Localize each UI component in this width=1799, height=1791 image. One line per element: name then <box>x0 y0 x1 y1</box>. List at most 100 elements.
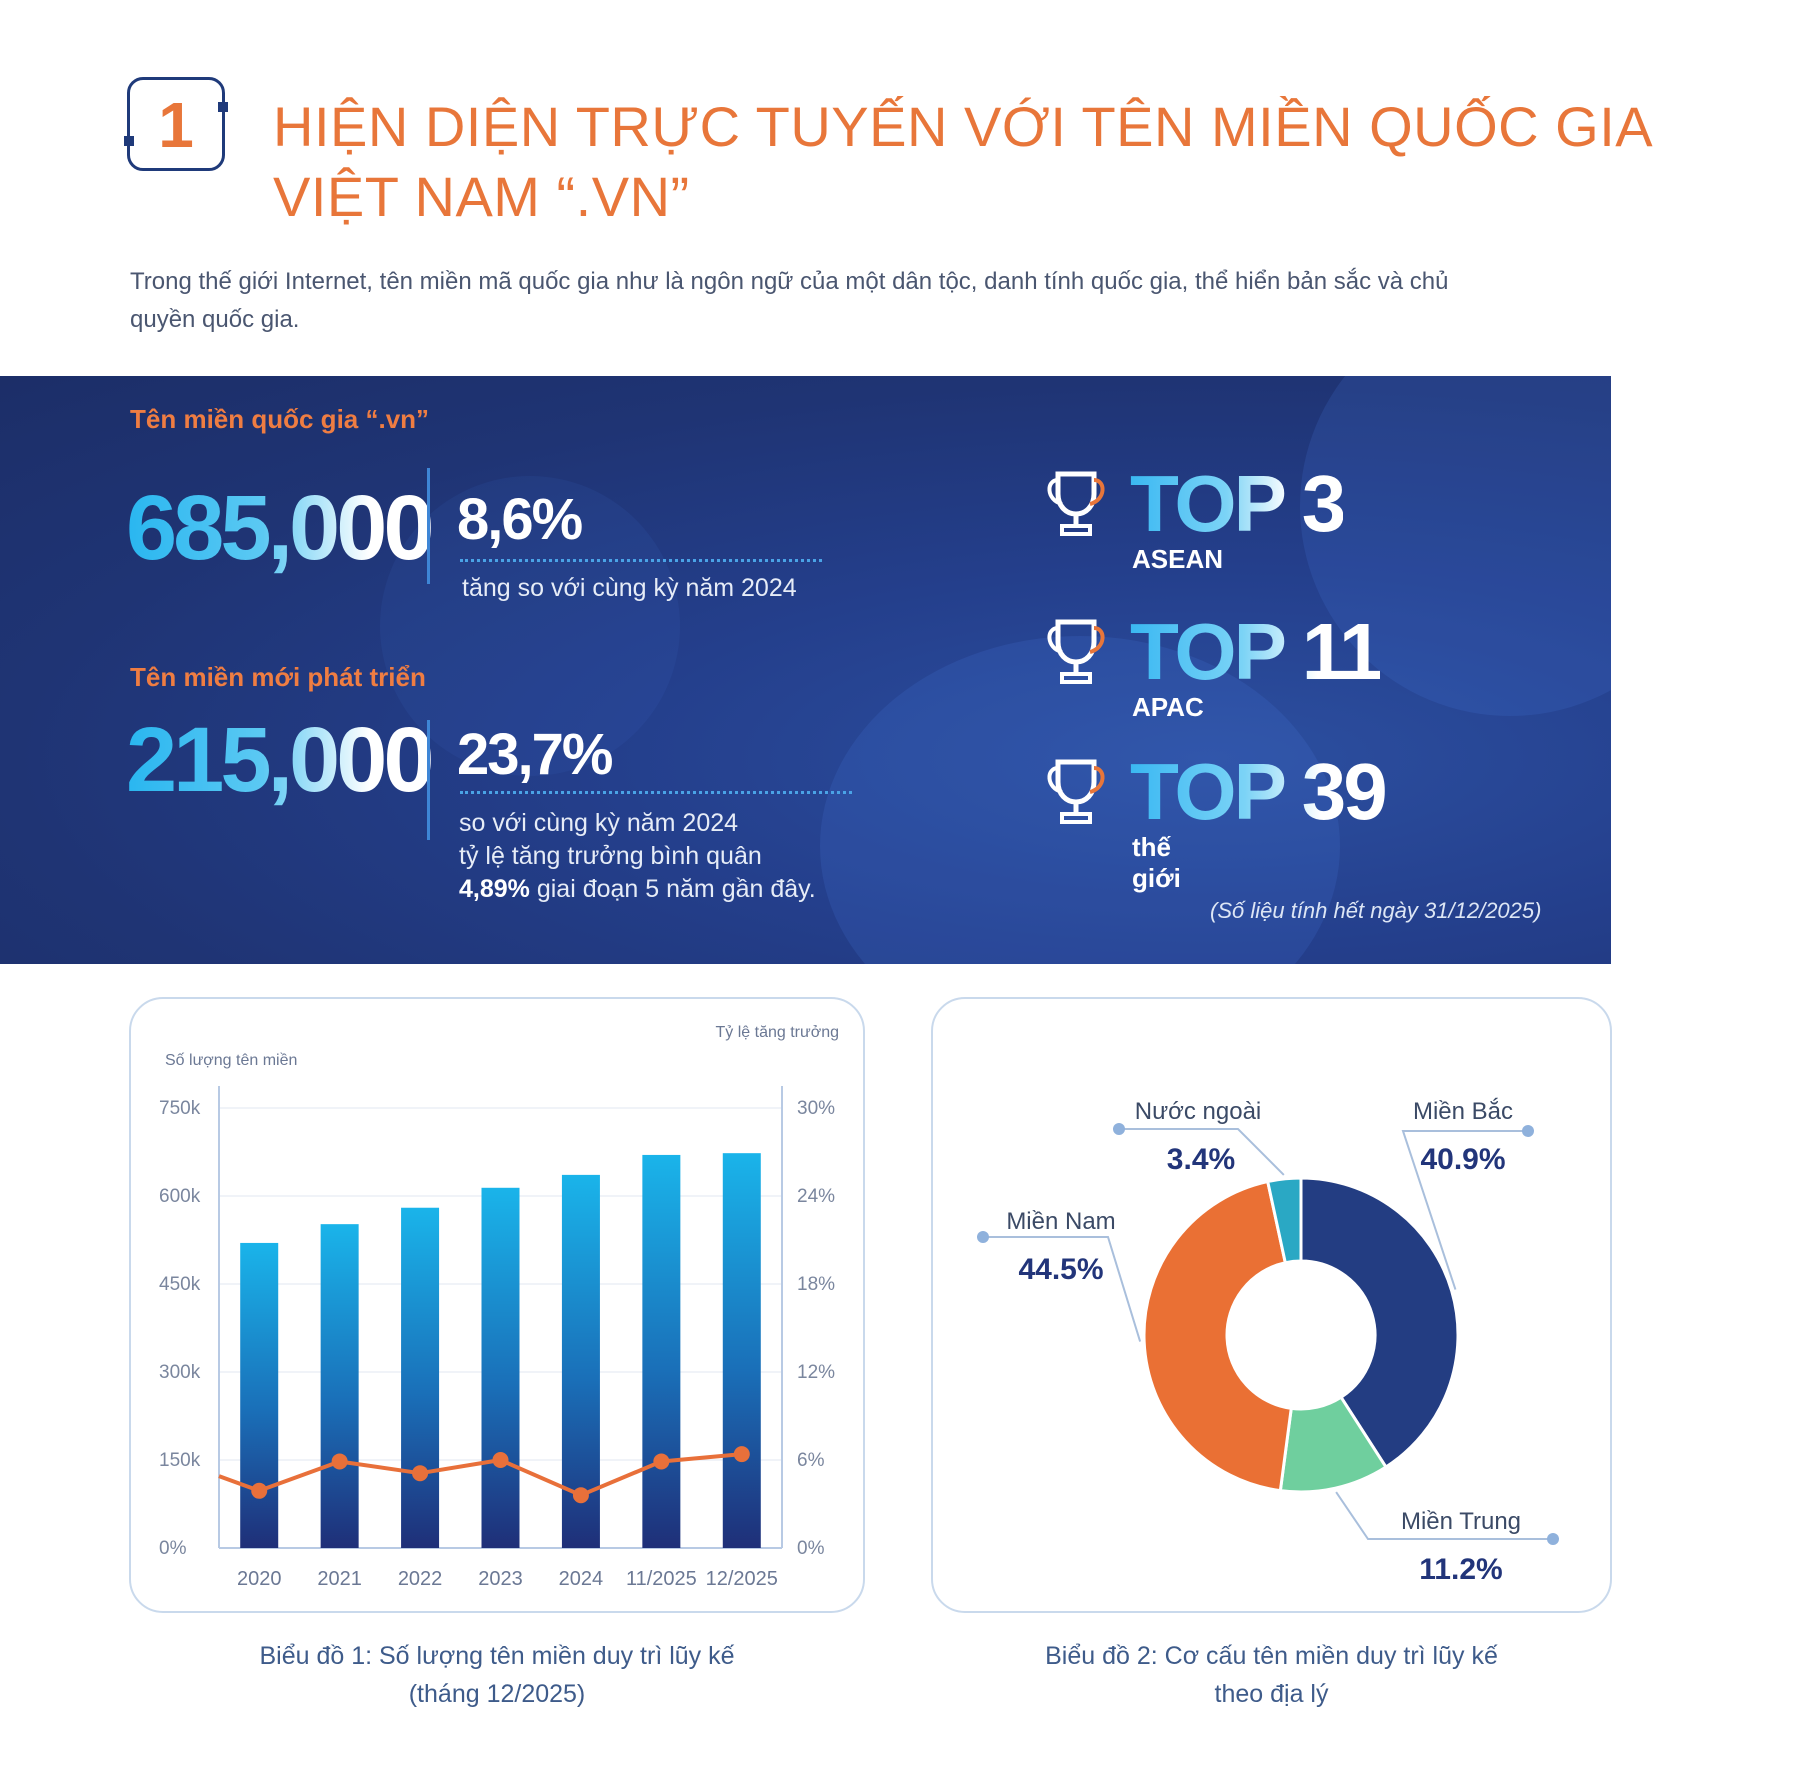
donut-slice <box>1299 1176 1460 1470</box>
ranking-region: ASEAN <box>1132 544 1224 574</box>
ranking-value: TOP 3 <box>1130 459 1346 548</box>
vn-domains-growth: 8,6% <box>457 487 583 552</box>
slice-label: Nước ngoài <box>1135 1098 1262 1125</box>
y-tick-label: 450k <box>159 1274 201 1295</box>
new-domains-note-line: 4,89% giai đoạn 5 năm gần đây. <box>459 873 816 906</box>
y2-tick-label: 18% <box>797 1274 835 1295</box>
y2-axis-title: Tỷ lệ tăng trưởng <box>716 1024 839 1041</box>
x-tick-label: 2020 <box>237 1568 282 1590</box>
leader-dot <box>1113 1123 1125 1135</box>
vn-domains-growth-note: tăng so với cùng kỳ năm 2024 <box>462 574 797 602</box>
donut-slice <box>1142 1179 1293 1493</box>
slice-value: 11.2% <box>1419 1553 1502 1586</box>
slice-value: 40.9% <box>1420 1143 1505 1176</box>
leader-line <box>983 1236 1142 1342</box>
intro-line: quyền quốc gia. <box>130 306 300 333</box>
leader-dot <box>977 1231 989 1243</box>
bar <box>481 1187 520 1548</box>
bar <box>240 1242 279 1548</box>
new-domains-label: Tên miền mới phát triển <box>130 662 426 692</box>
caption-line: theo địa lý <box>1214 1680 1329 1708</box>
slice-value: 44.5% <box>1018 1253 1103 1286</box>
x-tick-label: 2021 <box>317 1568 362 1590</box>
bar-chart-card: Số lượng tên miền Tỷ lệ tăng trưởng 0% 0% 15… <box>129 997 865 1613</box>
bar <box>561 1174 600 1548</box>
growth-point <box>412 1465 429 1482</box>
stats-banner: Tên miền quốc gia “.vn” 685,000 8,6% tăn… <box>0 376 1611 964</box>
x-tick-label: 11/2025 <box>626 1568 697 1590</box>
vn-domains-label: Tên miền quốc gia “.vn” <box>130 404 430 434</box>
y2-tick-label: 12% <box>797 1362 835 1383</box>
y2-tick-label: 24% <box>797 1186 835 1207</box>
growth-point <box>251 1482 268 1499</box>
y-tick-label: 300k <box>159 1362 201 1383</box>
y-tick-label: 600k <box>159 1186 201 1207</box>
leader-line <box>1401 1130 1528 1290</box>
ranking-value: TOP 11 <box>1130 607 1383 696</box>
intro-paragraph: Trong thế giới Internet, tên miền mã quố… <box>130 263 1610 339</box>
donut-chart-card: Miền Bắc 40.9% Miền Trung 11.2% Miền Nam 44.5… <box>931 997 1612 1613</box>
intro-line: Trong thế giới Internet, tên miền mã quố… <box>130 268 1449 295</box>
bar <box>401 1207 440 1548</box>
x-tick-label: 2024 <box>559 1568 604 1590</box>
leader-dot <box>1547 1533 1559 1545</box>
x-tick-label: 2022 <box>398 1568 443 1590</box>
caption-line: (tháng 12/2025) <box>408 1680 586 1708</box>
divider <box>427 720 430 840</box>
source-note: (Số liệu tính hết ngày 31/12/2025) <box>1210 898 1542 923</box>
y2-tick-label: 30% <box>797 1098 835 1119</box>
leader-line <box>1119 1128 1285 1176</box>
trophy-icon <box>1047 471 1105 536</box>
donut-chart: Miền Bắc 40.9% Miền Trung 11.2% Miền Nam 44.5… <box>977 1098 1559 1586</box>
leader-dot <box>1522 1125 1534 1137</box>
badge-corner-marker <box>124 136 134 146</box>
bar <box>642 1154 681 1548</box>
growth-line <box>218 1452 742 1498</box>
ranking-value: TOP 39 <box>1130 747 1388 836</box>
new-domains-note-line: so với cùng kỳ năm 2024 <box>459 809 739 837</box>
y-axis-title: Số lượng tên miền <box>165 1052 297 1069</box>
bar-chart: Số lượng tên miền Tỷ lệ tăng trưởng 0% 0% 15… <box>159 1024 839 1590</box>
bar <box>320 1224 359 1548</box>
new-domains-value: 215,000 <box>126 709 435 811</box>
divider <box>427 468 430 584</box>
dotted-divider <box>460 559 822 562</box>
new-domains-note-line: tỷ lệ tăng trưởng bình quân <box>459 842 762 870</box>
caption-line: Biểu đồ 2: Cơ cấu tên miền duy trì lũy k… <box>1045 1642 1498 1670</box>
ranking-region: APAC <box>1132 692 1204 722</box>
section-title: HIỆN DIỆN TRỰC TUYẾN VỚI TÊN MIỀN QUỐC G… <box>273 92 1654 232</box>
y2-tick-label: 6% <box>797 1450 825 1471</box>
slice-label: Miền Nam <box>1006 1208 1115 1235</box>
leader-line <box>1335 1491 1553 1540</box>
growth-point <box>733 1446 750 1463</box>
slice-value: 3.4% <box>1167 1143 1235 1176</box>
growth-point <box>653 1453 670 1470</box>
vn-domains-value: 685,000 <box>126 477 435 579</box>
new-domains-growth: 23,7% <box>457 722 613 787</box>
slice-label: Miền Trung <box>1401 1508 1521 1535</box>
growth-point <box>572 1487 589 1504</box>
y2-tick-label: 0% <box>797 1538 825 1559</box>
donut-slice <box>1265 1176 1303 1265</box>
new-domains-note: so với cùng kỳ năm 2024 tỷ lệ tăng trưởn… <box>459 807 816 906</box>
donut-chart-caption: Biểu đồ 2: Cơ cấu tên miền duy trì lũy k… <box>931 1637 1612 1713</box>
section-title-line: VIỆT NAM “.VN” <box>273 165 690 228</box>
x-tick-label: 2023 <box>478 1568 523 1590</box>
avg-growth-period: giai đoạn 5 năm gần đây. <box>529 875 816 903</box>
section-title-line: HIỆN DIỆN TRỰC TUYẾN VỚI TÊN MIỀN QUỐC G… <box>273 95 1654 158</box>
trophy-icon <box>1047 759 1105 824</box>
caption-line: Biểu đồ 1: Số lượng tên miền duy trì lũy… <box>259 1642 735 1670</box>
y-tick-label: 150k <box>159 1450 201 1471</box>
section-number: 1 <box>158 89 194 161</box>
x-tick-label: 12/2025 <box>706 1568 778 1590</box>
badge-corner-marker <box>218 102 228 112</box>
section-number-badge: 1 <box>124 77 228 171</box>
bar-chart-caption: Biểu đồ 1: Số lượng tên miền duy trì lũy… <box>129 1637 865 1713</box>
y-tick-label: 750k <box>159 1098 201 1119</box>
growth-point <box>331 1453 348 1470</box>
avg-growth-rate: 4,89% <box>459 875 530 903</box>
trophy-icon <box>1047 619 1105 684</box>
y-tick-label: 0% <box>159 1538 187 1559</box>
ranking-region: thế giới <box>1132 832 1181 893</box>
bar <box>722 1153 761 1548</box>
